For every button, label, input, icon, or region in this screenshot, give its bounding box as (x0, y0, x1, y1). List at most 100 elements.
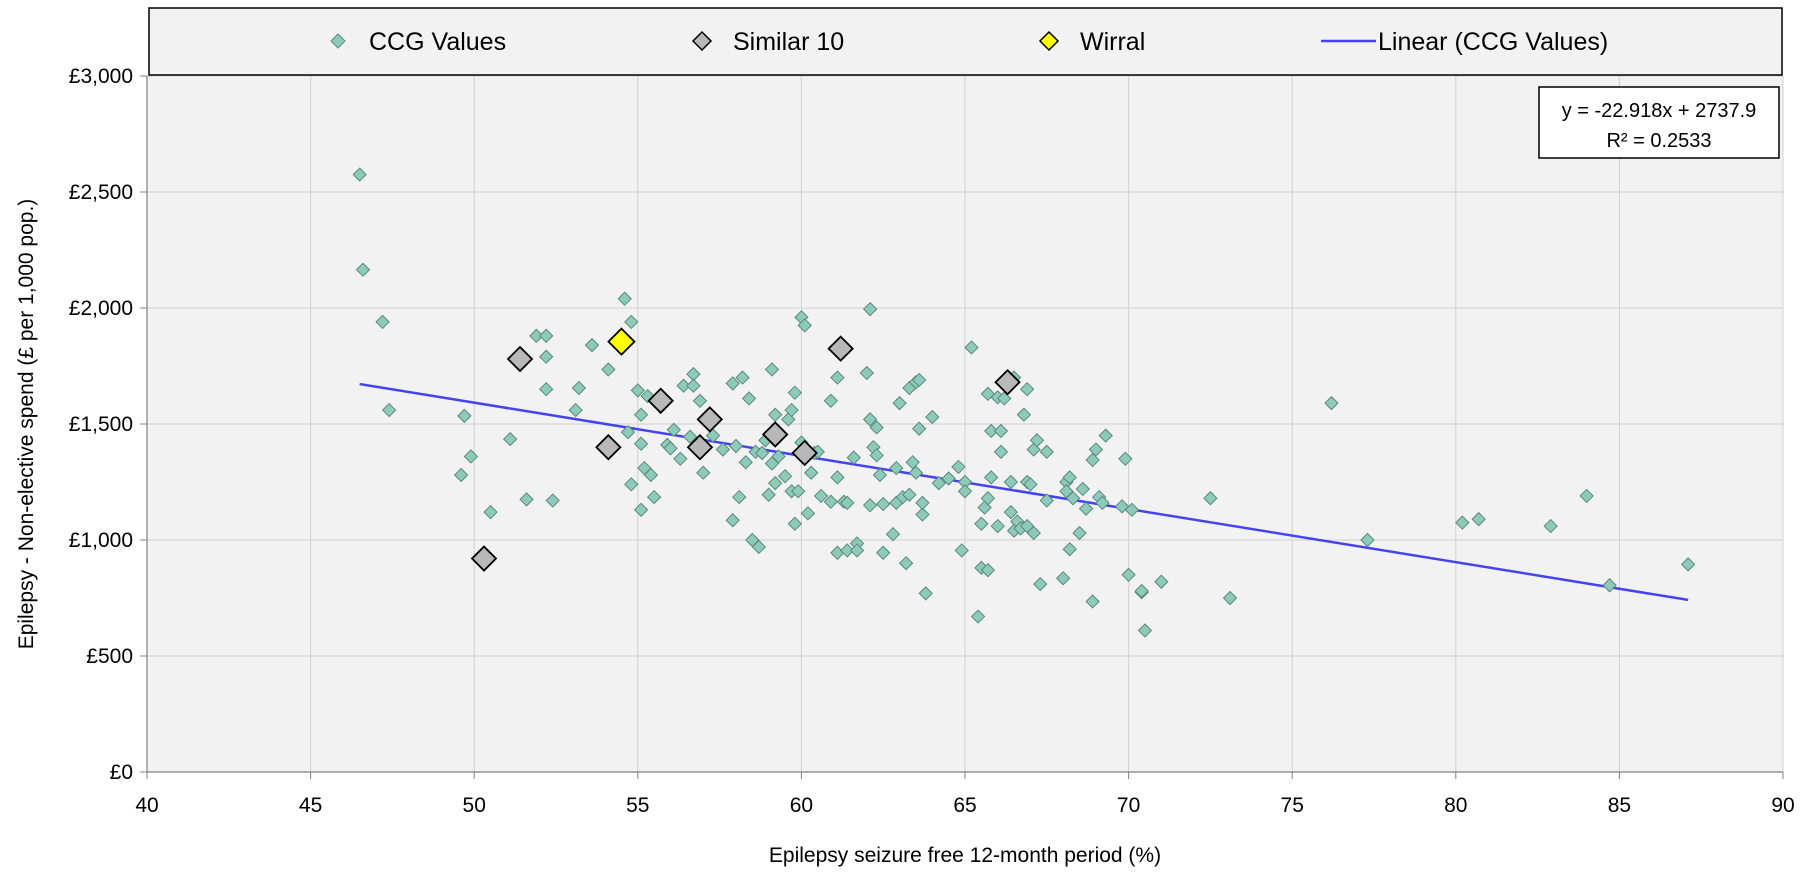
ccg-point (941, 471, 956, 486)
ccg-point (862, 301, 878, 317)
ccg-point (1039, 444, 1055, 460)
ccg-point (800, 506, 816, 521)
ccg-point (1680, 557, 1696, 572)
trend-r-squared: R² = 0.2533 (1606, 130, 1711, 152)
ccg-point (993, 423, 1009, 439)
ccg-point (905, 455, 920, 470)
ccg-point (862, 497, 878, 513)
ccg-point (787, 385, 803, 400)
similar-point (595, 433, 622, 461)
ccg-point (875, 496, 891, 512)
ccg-point (957, 484, 973, 499)
ccg-point (1055, 571, 1071, 586)
ccg-point (355, 262, 371, 277)
ccg-point (715, 442, 731, 457)
ccg-point (784, 402, 799, 418)
trend-equation: y = -22.918x + 2737.9 (1562, 100, 1757, 122)
ccg-point (1203, 491, 1218, 506)
ccg-point (1078, 501, 1094, 516)
ccg-point (908, 465, 924, 480)
ccg-point (735, 370, 750, 385)
ccg-point (974, 516, 989, 531)
ccg-point (633, 502, 649, 518)
similar-point (470, 545, 498, 572)
ccg-point (483, 504, 498, 520)
y-tick-labels: £0 £500 £1,000 £1,500 £2,000 £2,500 £3,000 (69, 65, 147, 784)
ccg-point (1085, 594, 1100, 609)
ccg-point (859, 365, 875, 381)
ccg-point (787, 516, 803, 531)
x-tick-label: 40 (135, 794, 158, 817)
y-tick-label: £500 (86, 645, 133, 668)
ccg-point (1471, 511, 1486, 527)
x-tick-label: 80 (1444, 794, 1467, 817)
ccg-point (617, 291, 632, 306)
ccg-point (643, 467, 659, 483)
x-tick-label: 60 (790, 794, 813, 817)
x-tick-label: 55 (626, 794, 649, 817)
ccg-point (682, 429, 698, 444)
ccg-point (1098, 428, 1113, 443)
ccg-point (696, 465, 711, 480)
ccg-point (797, 318, 812, 333)
ccg-point (1095, 495, 1110, 511)
ccg-point (869, 448, 884, 463)
ccg-point (823, 393, 839, 409)
ccg-point (1019, 381, 1035, 397)
ccg-point (545, 493, 560, 508)
ccg-point (568, 402, 583, 418)
legend-wirral-label: Wirral (1080, 28, 1145, 56)
similar-point (791, 439, 818, 467)
ccg-point (728, 438, 744, 454)
ccg-point (983, 423, 999, 439)
ccg-point (1543, 518, 1558, 534)
ccg-point (1062, 470, 1077, 485)
ccg-point (1003, 504, 1019, 520)
ccg-point (624, 477, 639, 492)
ccg-point (463, 449, 479, 464)
wirral-point (607, 327, 636, 356)
ccg-point (1062, 542, 1077, 557)
ccg-point (823, 494, 839, 509)
ccg-point (993, 444, 1009, 460)
ccg-point (1026, 525, 1041, 541)
x-tick-label: 85 (1608, 794, 1631, 817)
ccg-point (519, 492, 534, 507)
ccg-point (980, 491, 996, 506)
ccg-point (869, 420, 884, 435)
ccg-point (502, 431, 518, 447)
ccg-point (1134, 583, 1149, 599)
ccg-point (1016, 407, 1032, 422)
ccg-point (771, 449, 786, 464)
ccg-point (1124, 502, 1140, 518)
legend-ccg-marker (330, 33, 346, 49)
ccg-point (538, 349, 554, 364)
ccg-point (768, 475, 783, 491)
ccg-point (1360, 532, 1375, 548)
ccg-point (732, 489, 747, 505)
ccg-point (918, 586, 933, 601)
ccg-point (663, 441, 678, 456)
x-tick-label: 70 (1117, 794, 1140, 817)
ccg-point (1222, 590, 1238, 606)
wirral-points (607, 327, 636, 356)
ccg-point (840, 543, 855, 558)
x-tick-labels: 40 45 50 55 60 65 70 75 80 85 90 (135, 772, 1795, 817)
ccg-point (1324, 395, 1339, 411)
ccg-point (1118, 451, 1133, 467)
ccg-point (892, 395, 907, 411)
ccg-point (915, 495, 930, 511)
ccg-point (1088, 442, 1104, 457)
y-tick-label: £2,000 (69, 297, 133, 320)
ccg-point (1121, 567, 1136, 583)
similar-point (994, 368, 1021, 396)
ccg-point (862, 412, 878, 427)
ccg-point (1154, 574, 1169, 589)
ccg-point (983, 470, 999, 485)
ccg-point (889, 460, 904, 476)
ccg-point (352, 167, 367, 182)
ccg-point (738, 455, 753, 470)
ccg-point (830, 370, 845, 385)
ccg-point (1137, 623, 1153, 638)
